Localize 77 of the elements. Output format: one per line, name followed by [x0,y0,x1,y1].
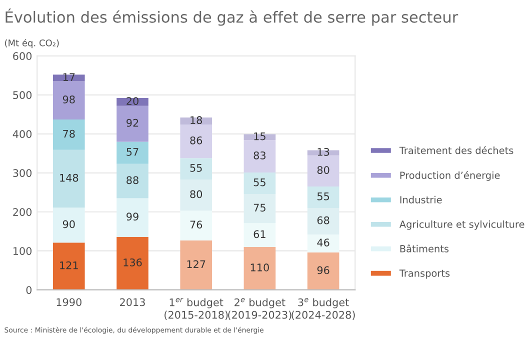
bar [180,158,212,180]
legend-label: Transports [399,270,450,279]
data-label: 110 [250,264,269,272]
x-tick-label: 2$^{e}$ budget (2019-2023) [228,298,292,320]
data-label: 88 [126,176,138,184]
bar [244,223,276,247]
data-label: 148 [60,174,78,182]
bar [116,142,148,164]
chart-title: Évolution des émissions de gaz à effet de serre par secteur [6,8,458,26]
x-tick-label: 2013 [120,298,145,306]
data-label: 68 [317,216,330,224]
bar [53,81,85,120]
x-tick-label: 3$^{e}$ budget (2024-2028) [292,298,355,320]
bar [53,208,85,243]
data-label: 99 [126,212,138,221]
bar [116,106,148,142]
data-label: 75 [254,204,266,212]
data-label: 136 [124,258,142,266]
y-tick-label: 200 [13,208,32,216]
bar [116,198,148,237]
bar [244,140,276,172]
bar [180,180,212,211]
bar [116,164,148,198]
data-label: 55 [317,192,330,200]
legend-label: Traitement des déchets [399,146,514,154]
y-tick-label: 600 [13,52,32,60]
legend-label: Industrie [400,196,442,204]
data-label: 96 [317,266,330,274]
data-label: 55 [190,164,202,172]
bar [53,119,85,150]
y-tick-label: 100 [14,247,32,255]
data-label: 13 [318,148,330,156]
bar [116,98,148,106]
y-tick-label: 500 [13,91,32,100]
data-label: 127 [187,260,206,268]
bar [180,240,212,290]
data-label: 98 [62,96,75,104]
bar [53,74,85,82]
x-tick-label: 1$^{er}$ budget (2015-2018) [164,298,228,320]
data-label: 80 [317,166,330,174]
data-label: 17 [63,73,75,81]
data-label: 78 [63,130,75,138]
bar [307,234,340,252]
data-label: 76 [190,220,202,229]
bar [116,236,148,290]
x-tick-label: 1990 [56,298,82,306]
bar [307,208,340,234]
bar [307,252,340,290]
data-label: 61 [254,230,266,238]
data-label: 20 [126,97,138,105]
bar [180,124,212,158]
y-tick-label: 0 [26,286,32,294]
bar [307,155,340,187]
data-label: 80 [190,190,202,198]
data-label: 86 [190,136,202,144]
bar [307,186,340,208]
data-label: 18 [190,116,202,124]
bar [244,246,276,290]
data-label: 55 [254,178,266,186]
bar [53,242,85,290]
data-label: 57 [126,148,138,156]
legend-label: Production d’énergie [400,171,500,181]
data-label: 90 [62,220,75,228]
data-label: 46 [317,238,330,246]
bar [180,210,212,240]
y-tick-label: 300 [13,169,32,177]
legend-label: Bâtiments [400,244,449,252]
y-axis-title: (Mt éq. CO₂) [5,38,59,48]
bar [244,194,276,224]
y-tick-label: 400 [12,130,32,138]
bar [244,172,276,194]
bar [53,150,85,208]
legend-label: Agriculture et sylviculture [399,220,524,230]
data-label: 83 [254,151,266,160]
data-label: 121 [60,261,78,270]
data-label: 92 [126,118,138,127]
data-label: 15 [254,132,266,140]
